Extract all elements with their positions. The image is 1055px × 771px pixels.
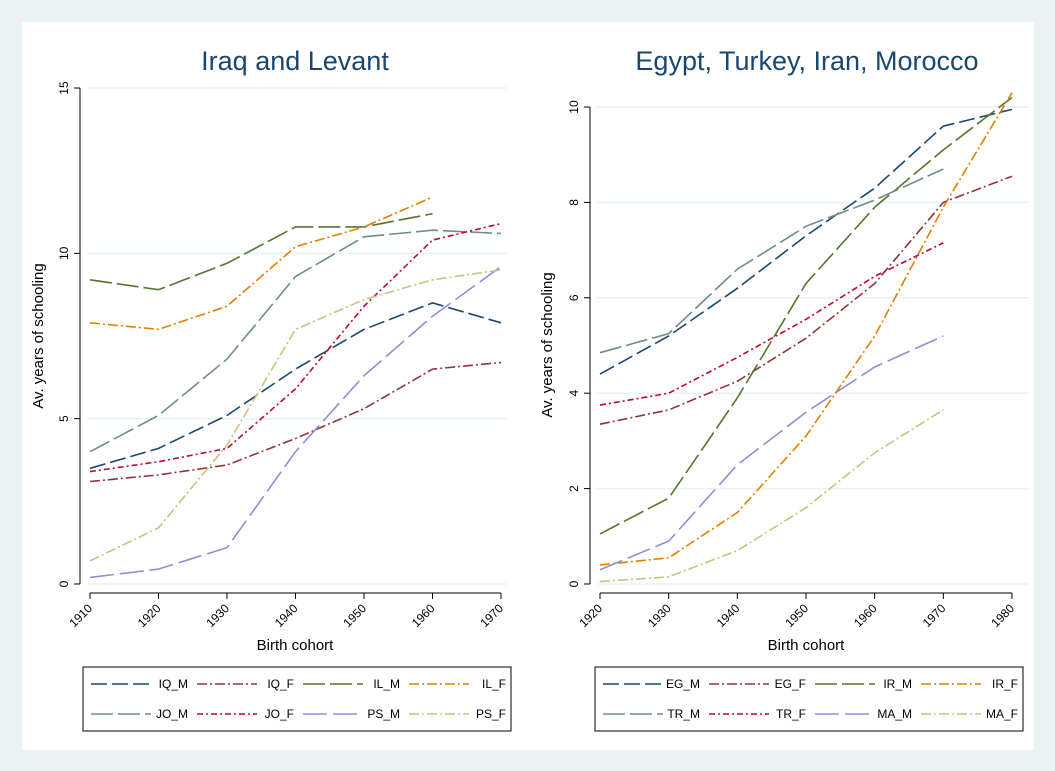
legend-label: PS_M xyxy=(367,707,400,721)
legend-label: IL_F xyxy=(482,677,506,691)
legend-label: MA_M xyxy=(877,707,912,721)
series-lines xyxy=(599,92,1013,583)
series-line-ps-m xyxy=(89,265,502,579)
series-line-jo-f xyxy=(89,222,502,473)
series-line-tr-m xyxy=(599,168,944,354)
chart-title: Iraq and Levant xyxy=(201,46,389,76)
series-line-iq-f xyxy=(89,361,502,483)
legend-label: IQ_M xyxy=(159,677,188,691)
y-tick-label: 5 xyxy=(57,415,71,422)
series-line-ir-m xyxy=(599,96,1013,535)
x-axis-label: Birth cohort xyxy=(257,637,335,654)
legend-label: PS_F xyxy=(476,707,506,721)
legend: EG_M EG_F IR_M IR_F TR_M TR_F MA_M MA_F xyxy=(594,666,1024,732)
legend-label: JO_F xyxy=(265,707,294,721)
y-axis-label: Av. years of schooling xyxy=(30,263,47,408)
legend-label: IL_M xyxy=(373,677,400,691)
y-tick-label: 0 xyxy=(57,580,71,587)
series-line-eg-m xyxy=(599,108,1013,375)
y-tick-label: 8 xyxy=(567,199,581,206)
legend-entries: EG_M EG_F IR_M IR_F TR_M TR_F MA_M MA_F xyxy=(603,677,1018,721)
y-ticks: 0 5 10 15 xyxy=(57,81,80,587)
series-line-jo-m xyxy=(89,229,502,453)
gridlines xyxy=(87,87,507,585)
legend-label: JO_M xyxy=(156,707,188,721)
plot-area-background xyxy=(87,85,507,587)
series-line-ma-f xyxy=(599,409,944,583)
legend-label: IQ_F xyxy=(267,677,294,691)
series-line-ps-f xyxy=(89,269,502,562)
series-line-eg-f xyxy=(599,175,1013,425)
legend-label: TR_F xyxy=(776,707,806,721)
legend-label: TR_M xyxy=(667,707,700,721)
series-line-iq-m xyxy=(89,302,502,470)
series-line-ma-m xyxy=(599,335,944,571)
series-line-il-m xyxy=(89,212,433,291)
chart-title: Egypt, Turkey, Iran, Morocco xyxy=(635,46,978,76)
legend-entries: IQ_M IQ_F IL_M IL_F JO_M JO_F PS_M PS_F xyxy=(91,677,506,721)
legend-label: IR_M xyxy=(883,677,912,691)
series-line-tr-f xyxy=(599,242,944,406)
legend-box xyxy=(82,666,512,732)
series-line-il-f xyxy=(89,196,433,331)
y-axis-label: Av. years of schooling xyxy=(539,272,556,417)
y-tick-label: 15 xyxy=(57,81,71,95)
series-line-ir-f xyxy=(599,92,1013,566)
series-lines xyxy=(89,196,502,579)
x-axis-label: Birth cohort xyxy=(768,637,846,654)
legend-label: MA_F xyxy=(986,707,1018,721)
y-tick-label: 10 xyxy=(567,100,581,114)
legend-label: EG_F xyxy=(775,677,806,691)
y-tick-label: 0 xyxy=(567,580,581,587)
legend-label: IR_F xyxy=(992,677,1018,691)
y-tick-label: 10 xyxy=(57,246,71,260)
gridlines xyxy=(597,106,1029,585)
y-tick-label: 4 xyxy=(567,390,581,397)
legend: IQ_M IQ_F IL_M IL_F JO_M JO_F PS_M PS_F xyxy=(82,666,512,732)
y-tick-label: 2 xyxy=(567,485,581,492)
legend-label: EG_M xyxy=(666,677,700,691)
y-ticks: 0 2 4 6 8 10 xyxy=(567,100,590,587)
y-tick-label: 6 xyxy=(567,294,581,301)
legend-box xyxy=(594,666,1024,732)
